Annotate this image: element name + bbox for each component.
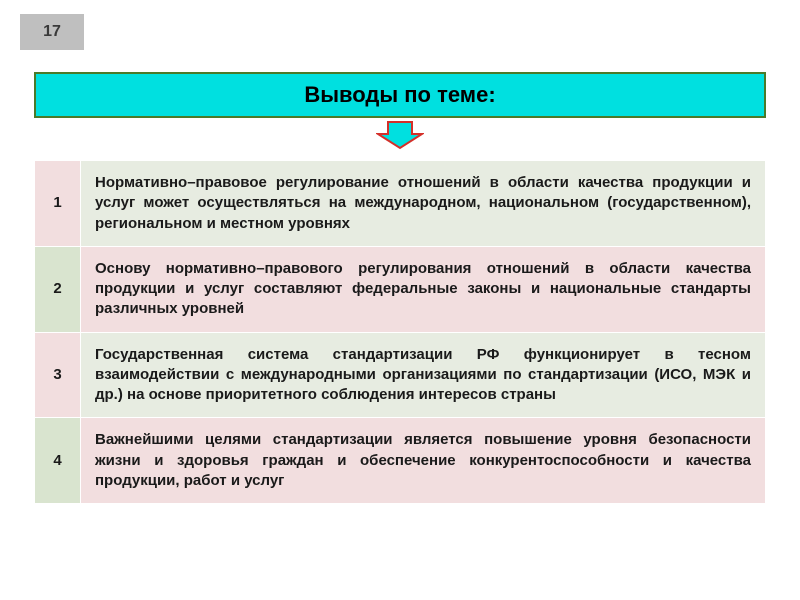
- row-text: Основу нормативно–правового регулировани…: [81, 246, 766, 332]
- row-text: Важнейшими целями стандартизации являетс…: [81, 418, 766, 504]
- row-number: 1: [35, 161, 81, 247]
- page-number-box: 17: [20, 14, 84, 50]
- slide: 17 Выводы по теме: 1 Нормативно–правовое…: [0, 0, 800, 600]
- title-bar: Выводы по теме:: [34, 72, 766, 118]
- table-row: 1 Нормативно–правовое регулирование отно…: [35, 161, 766, 247]
- row-text: Государственная система стандартизации Р…: [81, 332, 766, 418]
- table-row: 4 Важнейшими целями стандартизации являе…: [35, 418, 766, 504]
- page-number: 17: [43, 23, 61, 41]
- down-arrow-icon: [376, 120, 424, 150]
- row-number: 3: [35, 332, 81, 418]
- row-number: 4: [35, 418, 81, 504]
- row-text: Нормативно–правовое регулирование отноше…: [81, 161, 766, 247]
- row-number: 2: [35, 246, 81, 332]
- table-row: 3 Государственная система стандартизации…: [35, 332, 766, 418]
- arrow-container: [0, 120, 800, 150]
- conclusions-table: 1 Нормативно–правовое регулирование отно…: [34, 160, 766, 504]
- title-text: Выводы по теме:: [304, 82, 495, 108]
- table-row: 2 Основу нормативно–правового регулирова…: [35, 246, 766, 332]
